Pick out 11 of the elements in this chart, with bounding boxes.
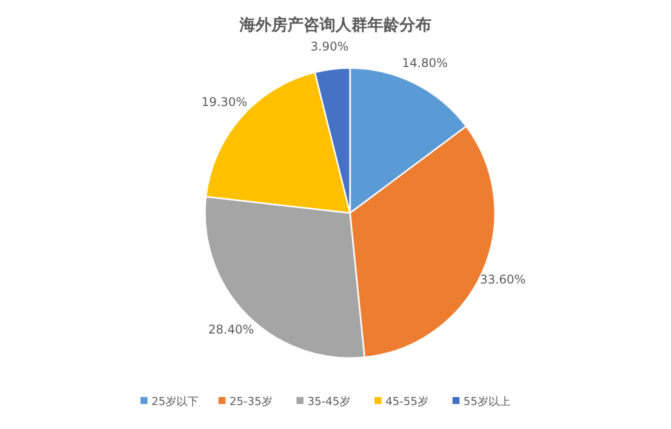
- data-label: 14.80%: [402, 56, 448, 70]
- legend-label: 55岁以上: [464, 395, 510, 408]
- data-label: 33.60%: [480, 272, 526, 287]
- legend-label: 25岁以下: [152, 395, 198, 408]
- data-label: 3.90%: [310, 40, 349, 54]
- chart-title: 海外房产咨询人群年龄分布: [238, 15, 432, 34]
- legend-label: 45-55岁: [386, 395, 428, 408]
- data-label: 28.40%: [208, 322, 254, 337]
- legend-label: 25-35岁: [230, 395, 272, 408]
- legend-label: 35-45岁: [308, 395, 350, 408]
- data-label: 19.30%: [202, 95, 248, 110]
